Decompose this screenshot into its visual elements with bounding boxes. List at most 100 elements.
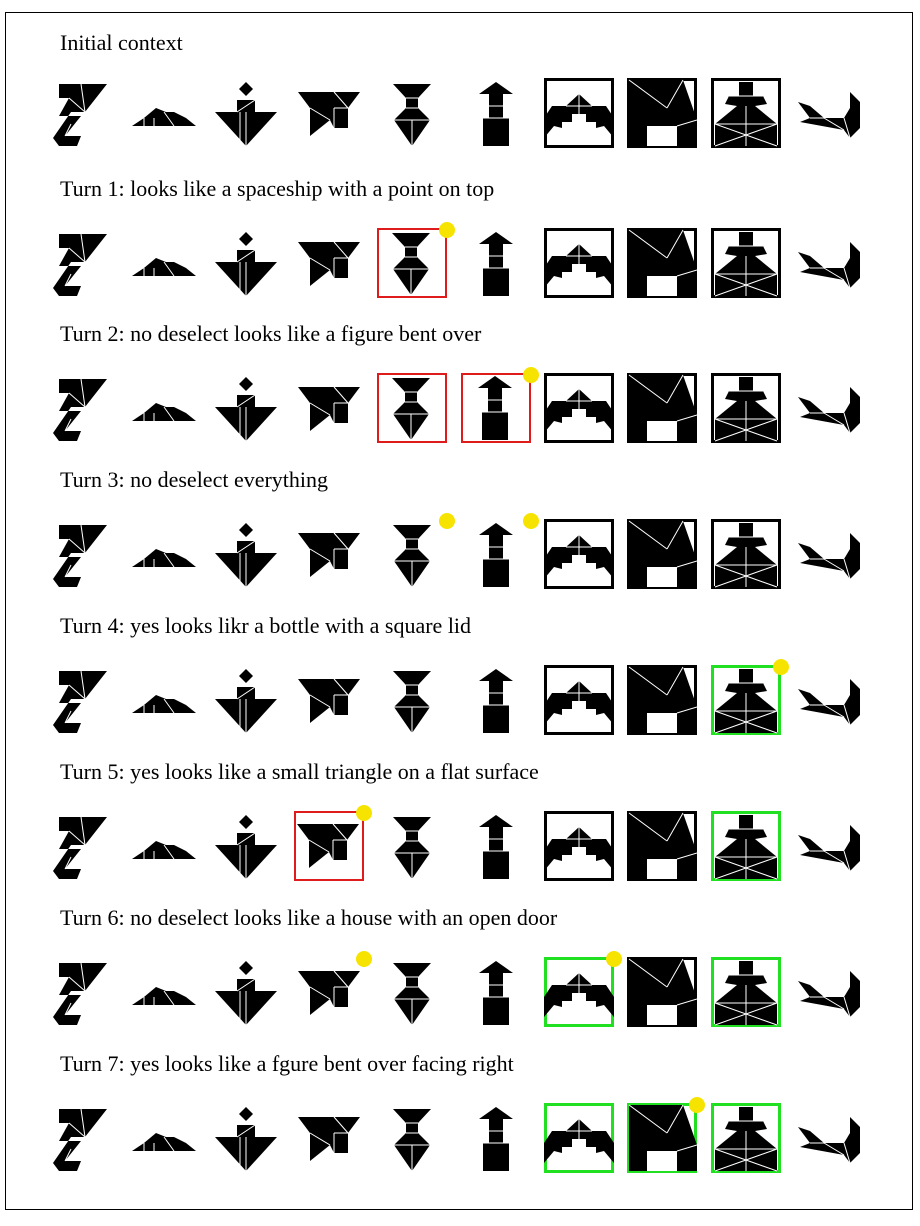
bent-figure-icon	[628, 1104, 697, 1171]
tangram-bird[interactable]	[294, 78, 364, 148]
tangram-figure-diamond[interactable]	[211, 1103, 281, 1173]
row-title: Turn 3: no deselect everything	[60, 467, 329, 492]
tangram-cat[interactable]	[794, 811, 864, 881]
tangram-bottle-green-box[interactable]	[711, 811, 781, 881]
tangram-bent-figure-black-box[interactable]	[627, 78, 697, 148]
tangram-row	[0, 951, 920, 1035]
tangram-arrow-post[interactable]	[461, 228, 531, 298]
tangram-bottle-black-box[interactable]	[711, 519, 781, 589]
tangram-low-hill[interactable]	[128, 665, 198, 735]
zigzag-icon	[53, 233, 107, 296]
tangram-bottle-green-box[interactable]	[711, 957, 781, 1027]
tangram-bottle-green-box[interactable]	[711, 1103, 781, 1173]
tangram-bird[interactable]	[294, 373, 364, 443]
tangram-bird[interactable]	[294, 957, 364, 1027]
tangram-bird[interactable]	[294, 228, 364, 298]
tangram-spaceship-green-box[interactable]	[544, 957, 614, 1027]
tangram-spaceship-black-box[interactable]	[544, 811, 614, 881]
arrow-post-icon	[479, 523, 513, 587]
tangram-low-hill[interactable]	[128, 78, 198, 148]
tangram-bottle-black-box[interactable]	[711, 228, 781, 298]
tangram-bird[interactable]	[294, 1103, 364, 1173]
tangram-arrow-post[interactable]	[461, 78, 531, 148]
zigzag-icon	[53, 816, 107, 879]
tangram-low-hill[interactable]	[128, 1103, 198, 1173]
tangram-spaceship-black-box[interactable]	[544, 665, 614, 735]
tangram-figure-diamond[interactable]	[211, 373, 281, 443]
tangram-bent-figure-black-box[interactable]	[627, 228, 697, 298]
tangram-hourglass-red-box[interactable]	[377, 373, 447, 443]
tangram-cat[interactable]	[794, 373, 864, 443]
bent-figure-icon	[628, 666, 697, 733]
tangram-figure-diamond[interactable]	[211, 811, 281, 881]
tangram-spaceship-black-box[interactable]	[544, 519, 614, 589]
tangram-zigzag[interactable]	[45, 957, 115, 1027]
tangram-figure-diamond[interactable]	[211, 957, 281, 1027]
tangram-bent-figure-green-box[interactable]	[627, 1103, 697, 1173]
bent-figure-icon	[628, 812, 697, 879]
row-title: Turn 7: yes looks like a fgure bent over…	[60, 1051, 514, 1076]
tangram-figure-diamond[interactable]	[211, 78, 281, 148]
tangram-bird-red-box[interactable]	[294, 811, 364, 881]
tangram-bottle-black-box[interactable]	[711, 78, 781, 148]
tangram-figure-diamond[interactable]	[211, 665, 281, 735]
figure-diamond-icon	[215, 523, 277, 587]
tangram-cat[interactable]	[794, 519, 864, 589]
hourglass-icon	[392, 233, 430, 295]
tangram-bent-figure-black-box[interactable]	[627, 811, 697, 881]
tangram-hourglass[interactable]	[377, 1103, 447, 1173]
tangram-bent-figure-black-box[interactable]	[627, 373, 697, 443]
bottle-icon	[714, 815, 778, 880]
tangram-hourglass[interactable]	[377, 811, 447, 881]
tangram-cat[interactable]	[794, 665, 864, 735]
tangram-low-hill[interactable]	[128, 228, 198, 298]
tangram-hourglass[interactable]	[377, 78, 447, 148]
tangram-cat[interactable]	[794, 1103, 864, 1173]
tangram-spaceship-black-box[interactable]	[544, 228, 614, 298]
figure-diamond-icon	[215, 669, 277, 733]
tangram-bird[interactable]	[294, 519, 364, 589]
tangram-hourglass[interactable]	[377, 665, 447, 735]
tangram-bent-figure-black-box[interactable]	[627, 957, 697, 1027]
tangram-low-hill[interactable]	[128, 519, 198, 589]
tangram-zigzag[interactable]	[45, 519, 115, 589]
figure-diamond-icon	[215, 82, 277, 146]
tangram-zigzag[interactable]	[45, 78, 115, 148]
tangram-cat[interactable]	[794, 228, 864, 298]
hourglass-icon	[393, 817, 431, 879]
tangram-zigzag[interactable]	[45, 373, 115, 443]
tangram-low-hill[interactable]	[128, 811, 198, 881]
tangram-zigzag[interactable]	[45, 1103, 115, 1173]
tangram-arrow-post[interactable]	[461, 1103, 531, 1173]
marker-dot	[439, 222, 455, 238]
bent-figure-icon	[628, 958, 697, 1025]
tangram-spaceship-green-box[interactable]	[544, 1103, 614, 1173]
bird-icon	[297, 823, 359, 868]
tangram-bottle-black-box[interactable]	[711, 373, 781, 443]
tangram-hourglass-red-box[interactable]	[377, 228, 447, 298]
tangram-spaceship-black-box[interactable]	[544, 78, 614, 148]
tangram-hourglass[interactable]	[377, 519, 447, 589]
tangram-spaceship-black-box[interactable]	[544, 373, 614, 443]
tangram-arrow-post[interactable]	[461, 957, 531, 1027]
tangram-low-hill[interactable]	[128, 373, 198, 443]
tangram-row	[0, 513, 920, 597]
tangram-zigzag[interactable]	[45, 665, 115, 735]
tangram-zigzag[interactable]	[45, 228, 115, 298]
tangram-low-hill[interactable]	[128, 957, 198, 1027]
tangram-arrow-post[interactable]	[461, 811, 531, 881]
tangram-arrow-post[interactable]	[461, 665, 531, 735]
tangram-bent-figure-black-box[interactable]	[627, 665, 697, 735]
tangram-bird[interactable]	[294, 665, 364, 735]
arrow-post-icon	[479, 1107, 513, 1171]
tangram-zigzag[interactable]	[45, 811, 115, 881]
tangram-arrow-post-red-box[interactable]	[461, 373, 531, 443]
tangram-bent-figure-black-box[interactable]	[627, 519, 697, 589]
tangram-cat[interactable]	[794, 78, 864, 148]
tangram-bottle-green-box[interactable]	[711, 665, 781, 735]
tangram-figure-diamond[interactable]	[211, 519, 281, 589]
tangram-hourglass[interactable]	[377, 957, 447, 1027]
tangram-cat[interactable]	[794, 957, 864, 1027]
tangram-figure-diamond[interactable]	[211, 228, 281, 298]
tangram-arrow-post[interactable]	[461, 519, 531, 589]
